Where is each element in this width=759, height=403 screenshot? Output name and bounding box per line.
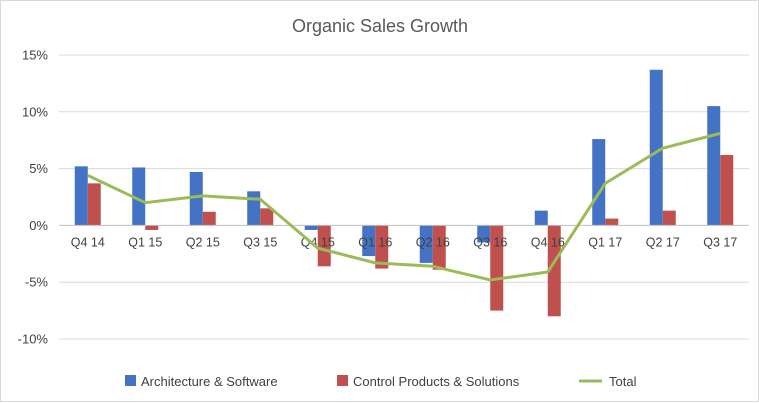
legend-label: Total [609, 374, 637, 389]
bar-control-products-solutions [375, 225, 389, 269]
bar-control-products-solutions [202, 211, 216, 226]
bar-architecture-software [189, 172, 203, 226]
bar-control-products-solutions [547, 225, 561, 317]
bar-architecture-software [304, 225, 318, 230]
bar-architecture-software [477, 225, 491, 243]
bar-architecture-software [592, 139, 606, 226]
legend-label: Architecture & Software [141, 374, 278, 389]
bar-architecture-software [707, 106, 721, 226]
x-category-label: Q4 16 [531, 235, 565, 249]
bar-control-products-solutions [317, 225, 331, 267]
axes: 15% 10% 5% 0% -5% -10% Q4 14 Q1 15 Q2 15 Q3 15 Q4 … [18, 48, 749, 347]
bar-architecture-software [534, 210, 548, 226]
bar-control-products-solutions [720, 154, 734, 226]
bar-architecture-software [247, 191, 261, 226]
gridlines [59, 54, 749, 340]
x-category-label: Q3 15 [243, 235, 277, 249]
bar-architecture-software [132, 167, 146, 226]
chart-title: Organic Sales Growth [292, 16, 468, 36]
y-tick-label: -5% [25, 275, 49, 290]
x-category-label: Q2 17 [646, 235, 680, 249]
bar-architecture-software [649, 69, 663, 226]
bar-architecture-software [419, 225, 433, 263]
x-category-label: Q1 17 [588, 235, 622, 249]
legend-swatch [125, 375, 136, 386]
legend-swatch [337, 375, 348, 386]
bar-architecture-software [362, 225, 376, 257]
bar-control-products-solutions [87, 183, 101, 226]
y-tick-label: -10% [18, 332, 49, 347]
legend: Architecture & Software Control Products … [125, 374, 637, 389]
bars [74, 69, 734, 317]
bar-control-products-solutions [145, 225, 159, 230]
x-category-label: Q3 17 [703, 235, 737, 249]
bar-architecture-software [74, 166, 88, 226]
x-category-label: Q3 16 [473, 235, 507, 249]
legend-label: Control Products & Solutions [353, 374, 520, 389]
bar-control-products-solutions [260, 208, 274, 226]
x-category-label: Q1 16 [358, 235, 392, 249]
bar-control-products-solutions [605, 218, 619, 226]
bar-control-products-solutions [490, 225, 504, 311]
x-category-label: Q4 15 [301, 235, 335, 249]
y-tick-label: 5% [29, 161, 48, 176]
line-total [87, 131, 721, 282]
y-tick-label: 0% [29, 218, 48, 233]
total-line [87, 131, 721, 282]
x-category-label: Q2 15 [186, 235, 220, 249]
x-category-label: Q2 16 [416, 235, 450, 249]
bar-control-products-solutions [662, 210, 676, 226]
y-tick-label: 15% [22, 48, 48, 63]
x-category-label: Q1 15 [128, 235, 162, 249]
bar-control-products-solutions [432, 225, 446, 270]
y-tick-label: 10% [22, 104, 48, 119]
x-category-label: Q4 14 [71, 235, 105, 249]
